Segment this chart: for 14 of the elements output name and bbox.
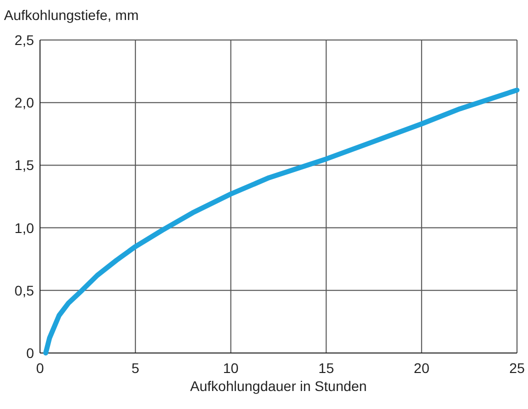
y-tick-label: 2,5: [14, 32, 34, 48]
y-tick-label: 0: [26, 345, 34, 361]
x-tick-label: 10: [223, 360, 239, 376]
x-axis-title: Aufkohlungdauer in Stunden: [190, 378, 367, 394]
x-tick-label: 15: [318, 360, 334, 376]
x-tick-label: 20: [414, 360, 430, 376]
y-tick-label: 1,0: [14, 220, 34, 236]
x-tick-label: 0: [36, 360, 44, 376]
x-tick-label: 5: [132, 360, 140, 376]
y-tick-label: 1,5: [14, 157, 34, 174]
x-tick-label: 25: [509, 360, 525, 376]
y-tick-label: 0,5: [14, 282, 34, 298]
y-tick-label: 2,0: [14, 94, 34, 111]
y-axis-title: Aufkohlungstiefe, mm: [4, 7, 139, 23]
